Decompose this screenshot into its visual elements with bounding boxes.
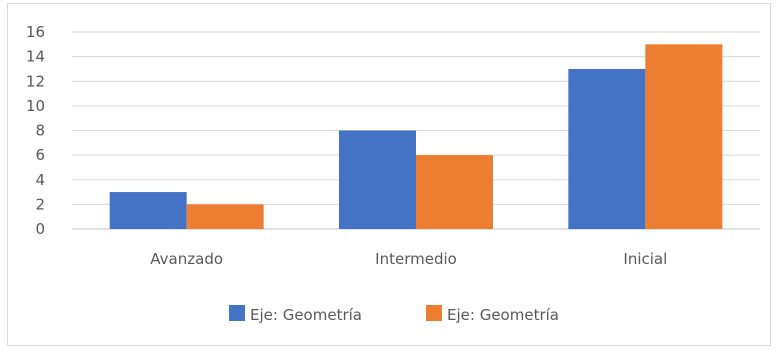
x-tick-label: Avanzado bbox=[150, 250, 223, 268]
y-tick-label: 4 bbox=[35, 171, 45, 189]
legend-label: Eje: Geometría bbox=[250, 306, 362, 324]
y-tick-label: 6 bbox=[35, 146, 45, 164]
legend-label: Eje: Geometría bbox=[447, 306, 559, 324]
bar-avanzado-series-2 bbox=[186, 204, 264, 229]
y-tick-label: 10 bbox=[26, 97, 45, 115]
x-tick-label: Inicial bbox=[623, 250, 667, 268]
legend: Eje: Geometría Eje: Geometría bbox=[229, 305, 559, 324]
y-tick-label: 2 bbox=[35, 195, 45, 213]
bar-inicial-series-1 bbox=[568, 68, 646, 229]
legend-swatch bbox=[229, 305, 245, 321]
bars bbox=[109, 44, 723, 229]
bar-avanzado-series-1 bbox=[109, 192, 187, 229]
legend-swatch bbox=[426, 305, 442, 321]
y-tick-label: 16 bbox=[26, 23, 45, 41]
bar-inicial-series-2 bbox=[645, 44, 723, 229]
y-tick-label: 14 bbox=[26, 48, 45, 66]
bar-intermedio-series-2 bbox=[416, 155, 493, 229]
y-tick-label: 0 bbox=[35, 220, 45, 238]
bar-intermedio-series-1 bbox=[339, 130, 416, 229]
y-tick-label: 12 bbox=[26, 72, 45, 90]
y-axis-ticks: 0 2 4 6 8 10 12 14 16 bbox=[26, 23, 45, 238]
y-tick-label: 8 bbox=[35, 122, 45, 140]
x-tick-label: Intermedio bbox=[375, 250, 457, 268]
x-axis-labels: Avanzado Intermedio Inicial bbox=[150, 250, 667, 268]
